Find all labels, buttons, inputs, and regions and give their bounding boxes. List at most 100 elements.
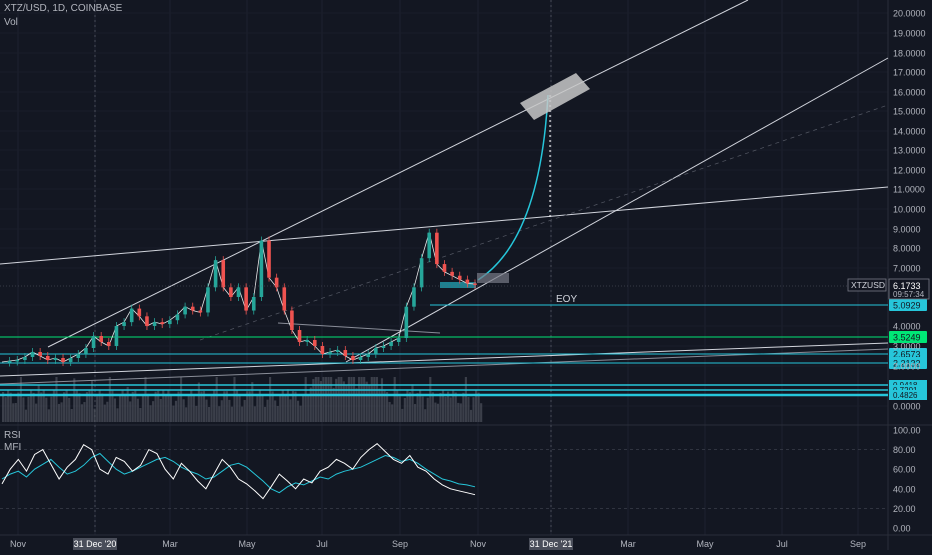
candle-body [198,310,203,313]
volume-bar [182,399,185,422]
volume-bar [449,397,452,422]
volume-bar [408,392,412,422]
level-tag-text: 3.5249 [893,333,921,343]
volume-bar [401,408,404,422]
volume-bar [215,377,218,422]
volume-bar [444,396,447,422]
volume-bar [363,377,366,422]
time-axis-label: 31 Dec '21 [530,539,573,549]
osc-tick-label: 60.00 [893,465,916,475]
candle-body [183,306,187,315]
volume-bar [42,390,45,422]
volume-bar [385,392,389,422]
volume-bar [187,395,190,422]
candle-body [160,322,165,325]
volume-bar [327,377,330,422]
volume-bar [88,390,91,422]
volume-bar [235,390,239,422]
volume-bar [441,390,445,422]
volume-bar [360,377,363,422]
candle-body [404,306,409,338]
volume-bar [200,391,203,422]
volume-bar [45,397,48,422]
candle-body [419,258,424,288]
level-tag-text: 2.6573 [893,350,921,360]
mfi-label[interactable]: MFI [4,442,22,453]
symbol-title[interactable]: XTZ/USD, 1D, COINBASE [4,3,123,14]
volume-bar [324,377,328,422]
volume-bar [266,399,269,422]
volume-bar [65,390,68,422]
volume-bar [388,401,391,422]
axes: 20.0000 19.0000 18.0000 17.0000 16.0000 15.00… [10,9,926,550]
volume-bar [370,377,373,422]
volume-bar [129,401,132,422]
candle-body [282,287,287,311]
volume-bar [101,393,104,422]
candle-body [175,314,180,321]
volume-bar [419,390,422,422]
volume-bar [108,377,111,422]
trend-drawings [0,0,889,385]
volume-bar [452,390,455,422]
volume-bar [22,397,25,422]
volume-bar [462,392,465,422]
volume-bar [317,377,320,422]
volume-bar [477,392,480,422]
price-tick-label: 3.0000 [893,342,921,352]
volume-bar [73,378,76,422]
volume-bar [157,390,160,422]
volume-bar [195,405,198,422]
osc-line-mfi [1,443,476,500]
price-tick-label: 17.0000 [893,68,926,78]
candle-body [305,340,309,342]
volume-bar [118,395,122,422]
osc-tick-label: 40.00 [893,484,916,494]
volume-bar [271,391,274,422]
volume-bar [253,406,256,422]
candle-body [473,283,477,285]
volume-bar [50,396,53,422]
candle-body [61,358,65,362]
volume-bar [373,377,376,422]
candle-body [53,358,58,360]
volume-bar [342,381,345,422]
candle-body [251,297,256,311]
volume-bar [228,399,231,422]
volume-bar [269,377,272,422]
volume-bar [233,377,236,422]
candle-body [343,350,348,356]
volume-bar [241,406,244,422]
volume-bar [304,377,307,422]
volume-bar [238,394,241,422]
volume-bar [68,397,71,422]
symbol-tag-text: XTZUSD [851,280,885,290]
volume-bar [75,390,78,422]
volume-bar [29,390,33,422]
rsi-label[interactable]: RSI [4,430,21,441]
volume-bar [35,403,38,422]
price-tick-label: 11.0000 [893,185,925,195]
current-price-tag [888,278,930,300]
time-highlight [529,538,573,550]
candle-body [168,320,172,325]
volume-bar [314,377,317,422]
volume-bar [276,405,279,422]
volume-bar [302,394,305,422]
time-axis-label: Jul [776,539,788,549]
volume-bar [9,392,12,422]
volume-bar [134,390,137,422]
volume-bar [27,396,30,422]
volume-bar [121,390,124,422]
lower-level-tag [889,390,927,400]
volume-label[interactable]: Vol [4,17,18,28]
osc-tick-label: 20.00 [893,504,916,514]
candle-body [442,264,447,272]
volume-bar [355,388,358,422]
volume-bar [296,400,300,422]
volume-bar [210,394,213,422]
volume-bar [345,385,348,422]
volume-bar [403,397,406,422]
volume-bar [126,386,129,422]
